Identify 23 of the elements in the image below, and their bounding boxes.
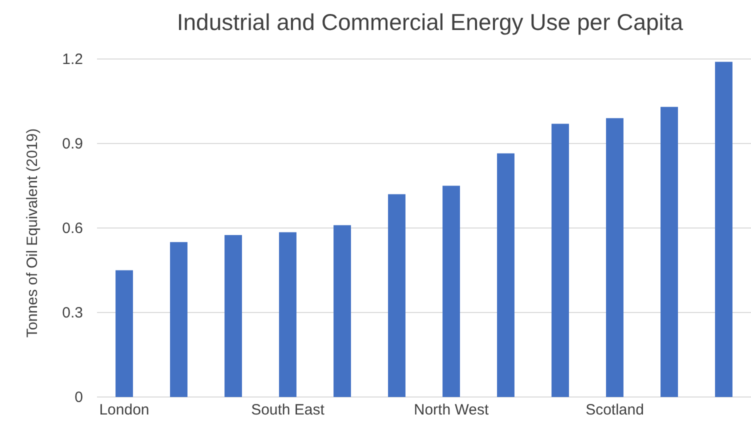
y-tick-label: 0.3 [62, 304, 83, 322]
bar [497, 153, 514, 397]
bar [715, 62, 732, 397]
bar [116, 270, 133, 397]
bar [660, 106, 678, 397]
bar [552, 124, 569, 397]
bar [442, 186, 460, 397]
bar [224, 235, 242, 397]
bar [334, 225, 351, 397]
y-axis-title: Tonnes of Oil Equivalent (2019) [24, 128, 41, 338]
chart-title: Industrial and Commercial Energy Use per Capita [176, 9, 684, 35]
bar [170, 242, 188, 397]
bar [606, 118, 624, 397]
y-tick-label: 0.6 [62, 220, 83, 237]
x-tick-label: London [99, 402, 150, 419]
x-tick-label: North West [414, 402, 490, 419]
y-tick-label: 0 [74, 388, 83, 406]
y-tick-label: 1.2 [62, 50, 83, 68]
x-tick-label: South East [251, 402, 326, 419]
bar [279, 232, 296, 397]
bar [388, 194, 406, 397]
x-tick-label: Scotland [586, 402, 644, 419]
y-tick-label: 0.9 [62, 135, 83, 152]
